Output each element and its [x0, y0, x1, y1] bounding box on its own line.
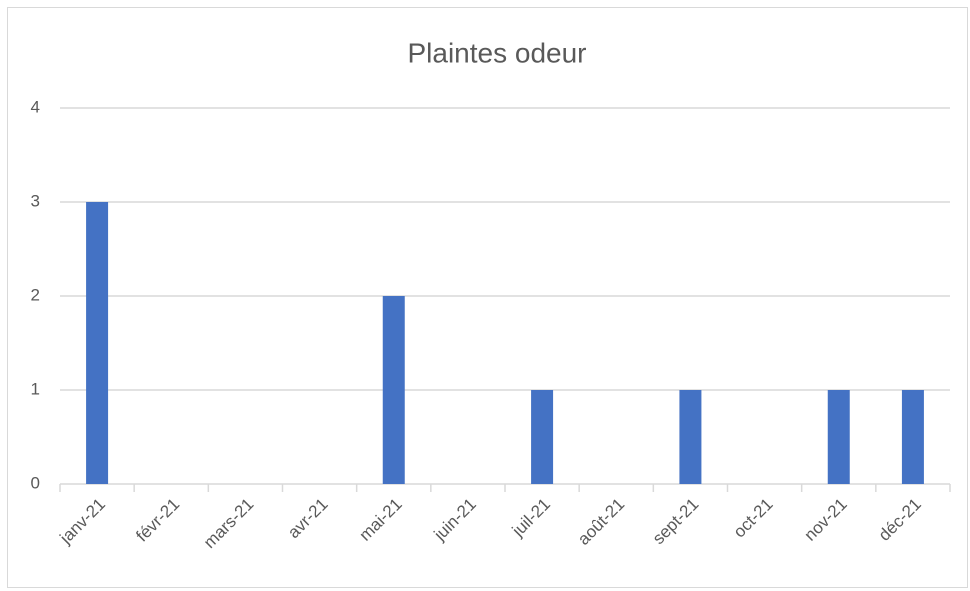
y-tick-label: 3 [31, 191, 40, 210]
y-tick-label: 4 [31, 97, 40, 116]
bar [382, 296, 405, 484]
bar [86, 202, 109, 484]
y-tick-label: 0 [31, 473, 40, 492]
bar [901, 390, 924, 484]
bar [531, 390, 554, 484]
chart-border [7, 7, 968, 588]
chart-title: Plaintes odeur [407, 37, 586, 68]
y-tick-label: 1 [31, 379, 40, 398]
y-tick-label: 2 [31, 285, 40, 304]
bar [679, 390, 702, 484]
bar [827, 390, 850, 484]
